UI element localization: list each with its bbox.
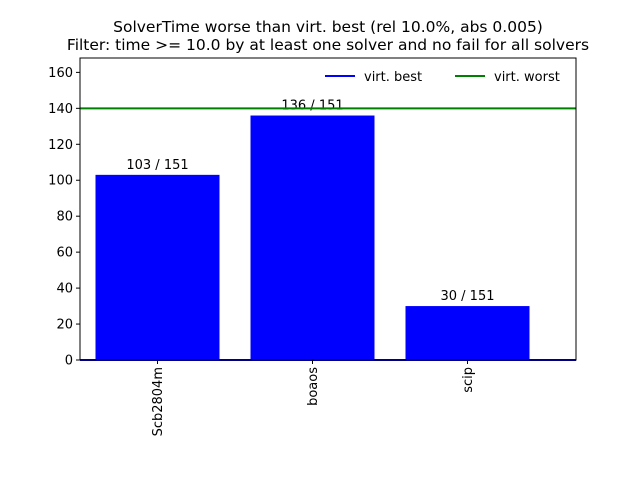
bar-scip (405, 306, 530, 360)
legend-label-virt-worst: virt. worst (494, 70, 560, 85)
legend-label-virt-best: virt. best (364, 70, 422, 85)
bars: 103 / 151 136 / 151 30 / 151 (95, 99, 530, 361)
y-axis-ticks: 0 20 40 60 80 100 120 140 160 (48, 66, 80, 369)
chart-title-line-2: Filter: time >= 10.0 by at least one sol… (67, 36, 589, 54)
y-tick-label: 60 (56, 246, 73, 261)
y-tick-label: 120 (48, 138, 73, 153)
bar-value-label: 30 / 151 (441, 289, 495, 304)
x-axis-ticks: Scb2804m boaos scip (151, 360, 476, 436)
chart-title-line-1: SolverTime worse than virt. best (rel 10… (113, 18, 543, 36)
y-tick-label: 80 (56, 210, 73, 225)
x-tick-label: Scb2804m (151, 367, 166, 436)
bar-value-label: 136 / 151 (281, 99, 343, 114)
x-tick-label: scip (461, 367, 476, 393)
bar-boaos (250, 115, 375, 361)
y-tick-label: 160 (48, 66, 73, 81)
x-tick-label: boaos (306, 367, 321, 406)
y-tick-label: 100 (48, 174, 73, 189)
legend: virt. best virt. worst (325, 70, 560, 85)
bar-Scb2804m (95, 174, 220, 360)
y-tick-label: 140 (48, 102, 73, 117)
plot-frame (79, 57, 577, 361)
y-tick-label: 0 (65, 354, 73, 369)
y-tick-label: 20 (56, 318, 73, 333)
y-tick-label: 40 (56, 282, 73, 297)
bar-value-label: 103 / 151 (126, 158, 188, 173)
